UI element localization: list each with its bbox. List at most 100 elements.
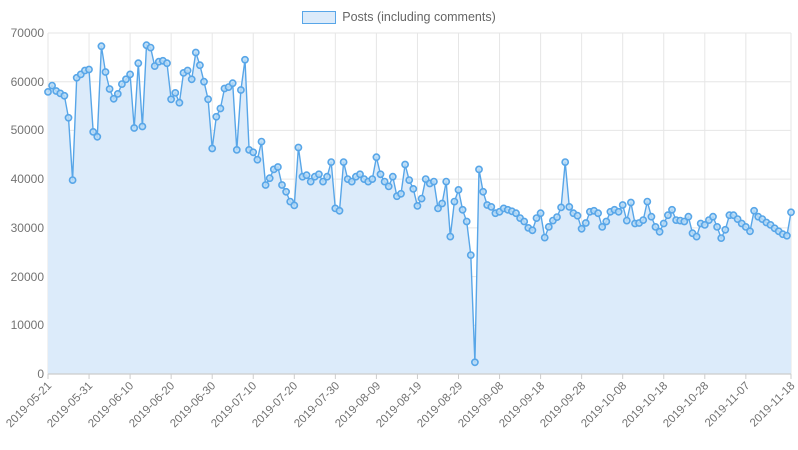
data-point: [622, 216, 631, 225]
data-point: [265, 174, 274, 183]
legend-item-posts[interactable]: Posts (including comments): [0, 7, 798, 27]
data-point: [384, 182, 393, 191]
y-tick-label: 70000: [10, 26, 44, 40]
data-point: [544, 222, 553, 231]
data-point: [48, 81, 56, 90]
data-point: [417, 194, 426, 203]
data-point: [118, 80, 126, 88]
data-point: [306, 177, 315, 186]
data-point: [602, 217, 611, 226]
data-point: [429, 177, 438, 186]
data-point: [577, 224, 586, 233]
data-point: [557, 203, 565, 212]
y-tick-label: 40000: [10, 172, 44, 187]
legend-label: Posts (including comments): [342, 10, 496, 24]
data-point: [787, 208, 795, 217]
data-point: [204, 95, 212, 104]
axis-lines: [47, 373, 792, 379]
data-point: [302, 171, 311, 180]
data-point: [573, 211, 582, 220]
data-point: [479, 187, 487, 196]
data-point: [134, 59, 143, 68]
data-point: [466, 251, 475, 259]
data-point: [540, 233, 549, 242]
data-point: [113, 90, 122, 98]
data-point: [639, 216, 648, 224]
data-point: [138, 122, 147, 131]
data-point: [146, 43, 155, 52]
data-point: [208, 144, 217, 153]
y-tick-label: 0: [37, 367, 44, 381]
data-point: [241, 55, 249, 64]
legend-swatch: [302, 10, 337, 24]
y-tick-label: 30000: [10, 220, 44, 235]
data-point: [122, 75, 130, 84]
data-point: [487, 202, 496, 211]
data-point: [746, 227, 754, 236]
data-point: [750, 206, 758, 215]
y-tick-label: 20000: [10, 269, 44, 284]
data-point: [470, 358, 479, 367]
data-point: [405, 176, 414, 184]
data-point: [200, 77, 208, 86]
data-point: [347, 177, 356, 186]
data-point: [664, 211, 672, 220]
data-point: [249, 148, 258, 157]
data-point: [565, 202, 574, 211]
data-point: [356, 170, 364, 179]
data-point: [434, 204, 442, 213]
data-point: [236, 86, 245, 94]
data-point: [659, 219, 668, 228]
data-point: [684, 212, 693, 221]
data-point: [167, 95, 175, 104]
data-point: [598, 222, 607, 231]
data-point: [130, 124, 139, 132]
data-point: [171, 89, 180, 97]
data-point: [413, 201, 422, 210]
data-point: [709, 212, 717, 221]
data-point: [212, 112, 221, 121]
data-point: [717, 234, 726, 242]
data-point: [294, 143, 303, 152]
data-point: [643, 197, 652, 206]
data-point: [44, 88, 52, 96]
data-point: [380, 177, 389, 186]
data-point: [187, 75, 196, 84]
data-point: [319, 177, 327, 186]
data-point: [680, 217, 689, 226]
data-point: [191, 48, 200, 57]
data-point: [397, 189, 405, 198]
data-point: [388, 172, 397, 181]
data-point: [175, 98, 184, 107]
series-area: [48, 45, 791, 374]
data-point: [64, 113, 73, 122]
data-point: [195, 61, 204, 70]
data-point: [528, 226, 537, 235]
data-point: [216, 104, 225, 113]
data-point: [228, 79, 237, 88]
data-point: [647, 212, 656, 221]
data-point: [261, 181, 270, 189]
data-point: [409, 184, 418, 193]
data-point: [89, 127, 98, 136]
data-point: [783, 231, 791, 240]
data-point: [126, 70, 135, 79]
data-point: [475, 165, 483, 174]
data-point: [335, 206, 344, 215]
data-point: [257, 137, 266, 146]
data-point: [372, 153, 381, 162]
data-point: [594, 209, 602, 218]
data-point: [253, 155, 262, 164]
data-point: [101, 68, 110, 76]
data-point: [105, 85, 114, 93]
data-point: [232, 145, 241, 154]
data-point: [282, 187, 290, 196]
data-point: [581, 219, 590, 227]
data-point: [442, 177, 451, 186]
data-point: [713, 222, 721, 231]
data-point: [109, 94, 118, 103]
y-tick-label: 50000: [10, 123, 44, 138]
data-point: [651, 222, 660, 231]
data-point: [323, 172, 331, 181]
